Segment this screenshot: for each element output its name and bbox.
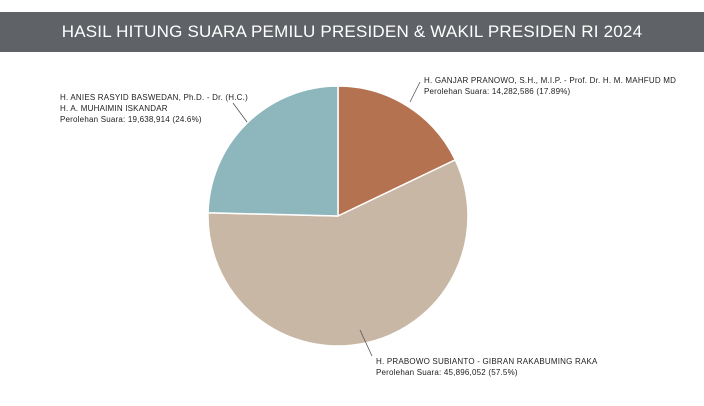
pie-slice bbox=[207, 158, 469, 347]
slice-value-label: Perolehan Suara: 45,896,052 (57.5%) bbox=[376, 368, 518, 377]
pie-slice bbox=[207, 85, 339, 217]
leader-line bbox=[359, 329, 373, 357]
pie-slice bbox=[337, 85, 457, 218]
slice-label: H. GANJAR PRANOWO, S.H., M.I.P. - Prof. … bbox=[424, 76, 677, 85]
slice-value-label: Perolehan Suara: 19,638,914 (24.6%) bbox=[60, 115, 202, 124]
leader-line bbox=[409, 81, 421, 103]
slice-label: H. ANIES RASYID BASWEDAN, Ph.D. - Dr. (H… bbox=[60, 93, 248, 113]
leader-line bbox=[232, 102, 248, 123]
slice-label: H. PRABOWO SUBIANTO - GIBRAN RAKABUMING … bbox=[376, 357, 598, 366]
chart-title: HASIL HITUNG SUARA PEMILU PRESIDEN & WAK… bbox=[0, 12, 704, 52]
slice-value-label: Perolehan Suara: 14,282,586 (17.89%) bbox=[424, 87, 571, 96]
